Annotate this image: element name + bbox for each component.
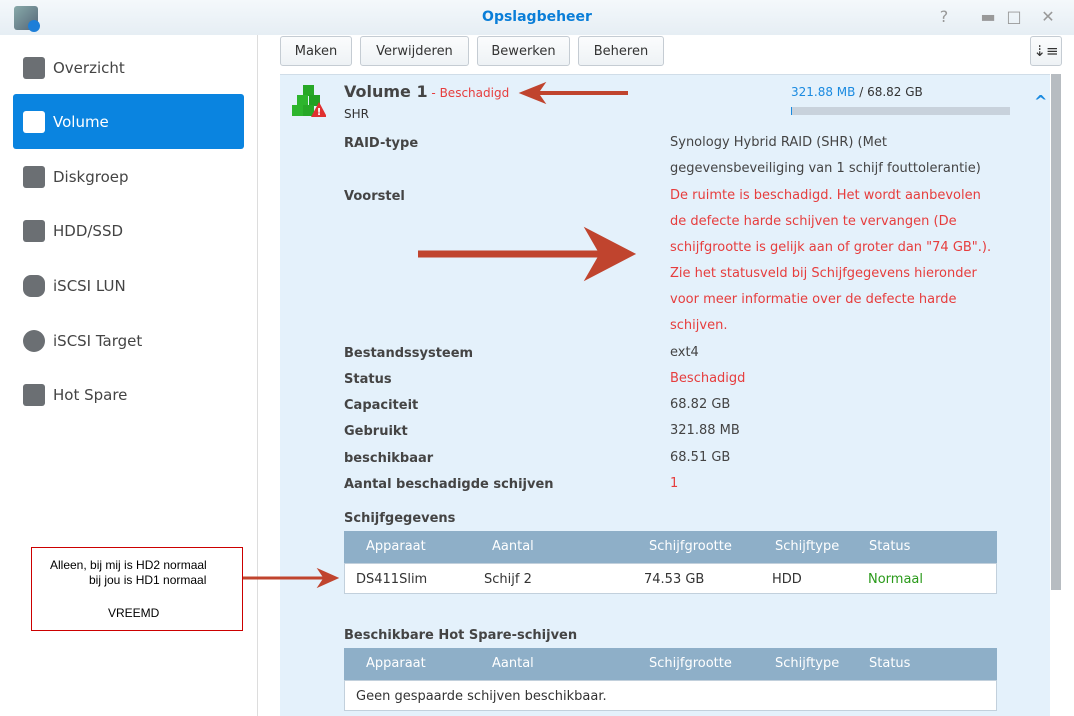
minimize-icon[interactable]: ▬ (980, 7, 996, 26)
sidebar-item-label: HDD/SSD (53, 221, 124, 240)
detail-value: 321.88 MB (670, 423, 740, 438)
detail-label: Bestandssysteem (344, 346, 474, 361)
storage-manager-icon (14, 6, 40, 32)
hdd-icon (23, 219, 45, 242)
volume-type: SHR (344, 107, 369, 121)
title-bar: Opslagbeheer ? ▬ □ ✕ (0, 0, 1074, 35)
hot-spare-title: Beschikbare Hot Spare-schijven (344, 628, 578, 643)
sidebar-item-label: iSCSI Target (53, 331, 143, 350)
volume-usage: 321.88 MB / 68.82 GB (791, 85, 923, 99)
disk-info-title: Schijfgegevens (344, 511, 456, 526)
arrow-to-status (518, 81, 628, 105)
detail-value: Synology Hybrid RAID (SHR) (Met gegevens… (670, 135, 981, 176)
volume-cubes-icon: ! (292, 85, 326, 118)
manage-button[interactable]: Beheren (578, 36, 664, 66)
window-title: Opslagbeheer (482, 9, 592, 25)
volume-panel (280, 74, 1050, 716)
volume-title: Volume 1 - Beschadigd (344, 82, 510, 101)
sidebar-item-diskgroep[interactable]: Diskgroep (13, 149, 244, 204)
sidebar-item-iscsi-target[interactable]: iSCSI Target (13, 313, 244, 368)
usage-bar (791, 107, 1010, 115)
collapse-chevron-icon[interactable]: ^ (1034, 92, 1048, 111)
table-row[interactable]: DS411Slim Schijf 2 74.53 GB HDD Normaal (344, 563, 997, 594)
close-icon[interactable]: ✕ (1041, 7, 1055, 26)
volume-status: Beschadigd (439, 86, 510, 100)
detail-label: Capaciteit (344, 398, 419, 413)
plus-icon (23, 383, 45, 406)
detail-label: Gebruikt (344, 424, 408, 439)
cubes-icon (23, 110, 45, 133)
sidebar-item-label: Hot Spare (53, 385, 128, 404)
detail-label: Status (344, 372, 392, 387)
detail-value: De ruimte is beschadigd. Het wordt aanbe… (670, 188, 992, 333)
create-button[interactable]: Maken (280, 36, 352, 66)
arrow-to-disk-row (243, 567, 340, 589)
warning-icon (311, 102, 326, 117)
detail-value: Beschadigd (670, 371, 746, 386)
database-icon (23, 274, 45, 297)
detail-value: 1 (670, 476, 679, 491)
diskgroup-icon (23, 165, 45, 188)
hot-spare-table-header: Apparaat Aantal Schijfgrootte Schijftype Sta… (344, 648, 997, 680)
detail-value: ext4 (670, 345, 699, 360)
sidebar-item-label: iSCSI LUN (53, 276, 126, 295)
detail-label: RAID-type (344, 136, 419, 151)
hot-spare-empty-row: Geen gespaarde schijven beschikbaar. (344, 680, 997, 711)
globe-icon (23, 329, 45, 352)
edit-button[interactable]: Bewerken (477, 36, 570, 66)
help-icon[interactable]: ? (939, 7, 949, 26)
sidebar-item-hdd-ssd[interactable]: HDD/SSD (13, 203, 244, 258)
detail-value: 68.51 GB (670, 450, 731, 465)
overview-icon (23, 56, 45, 79)
maximize-icon[interactable]: □ (1006, 7, 1022, 26)
delete-button[interactable]: Verwijderen (360, 36, 469, 66)
annotation-note: Alleen, bij mij is HD2 normaal bij jou i… (31, 547, 243, 631)
scrollbar[interactable] (1051, 74, 1061, 590)
detail-label: beschikbaar (344, 451, 434, 466)
sidebar-item-label: Volume (53, 112, 109, 131)
sidebar-item-iscsi-lun[interactable]: iSCSI LUN (13, 258, 244, 313)
detail-label: Aantal beschadigde schijven (344, 477, 554, 492)
sidebar-item-hot-spare[interactable]: Hot Spare (13, 367, 244, 422)
usage-bar-fill (791, 107, 793, 115)
svg-text:!: ! (317, 107, 322, 118)
sidebar-item-label: Diskgroep (53, 167, 129, 186)
detail-label: Voorstel (344, 189, 405, 204)
detail-value: 68.82 GB (670, 397, 731, 412)
disk-table-header: Apparaat Aantal Schijfgrootte Schijftype Sta… (344, 531, 997, 563)
arrow-to-proposal (418, 226, 637, 282)
sidebar-item-overzicht[interactable]: Overzicht (13, 40, 244, 95)
sidebar-item-label: Overzicht (53, 58, 125, 77)
sort-icon[interactable]: ⇣≡ (1030, 36, 1062, 66)
sidebar-item-volume[interactable]: Volume (13, 94, 244, 149)
